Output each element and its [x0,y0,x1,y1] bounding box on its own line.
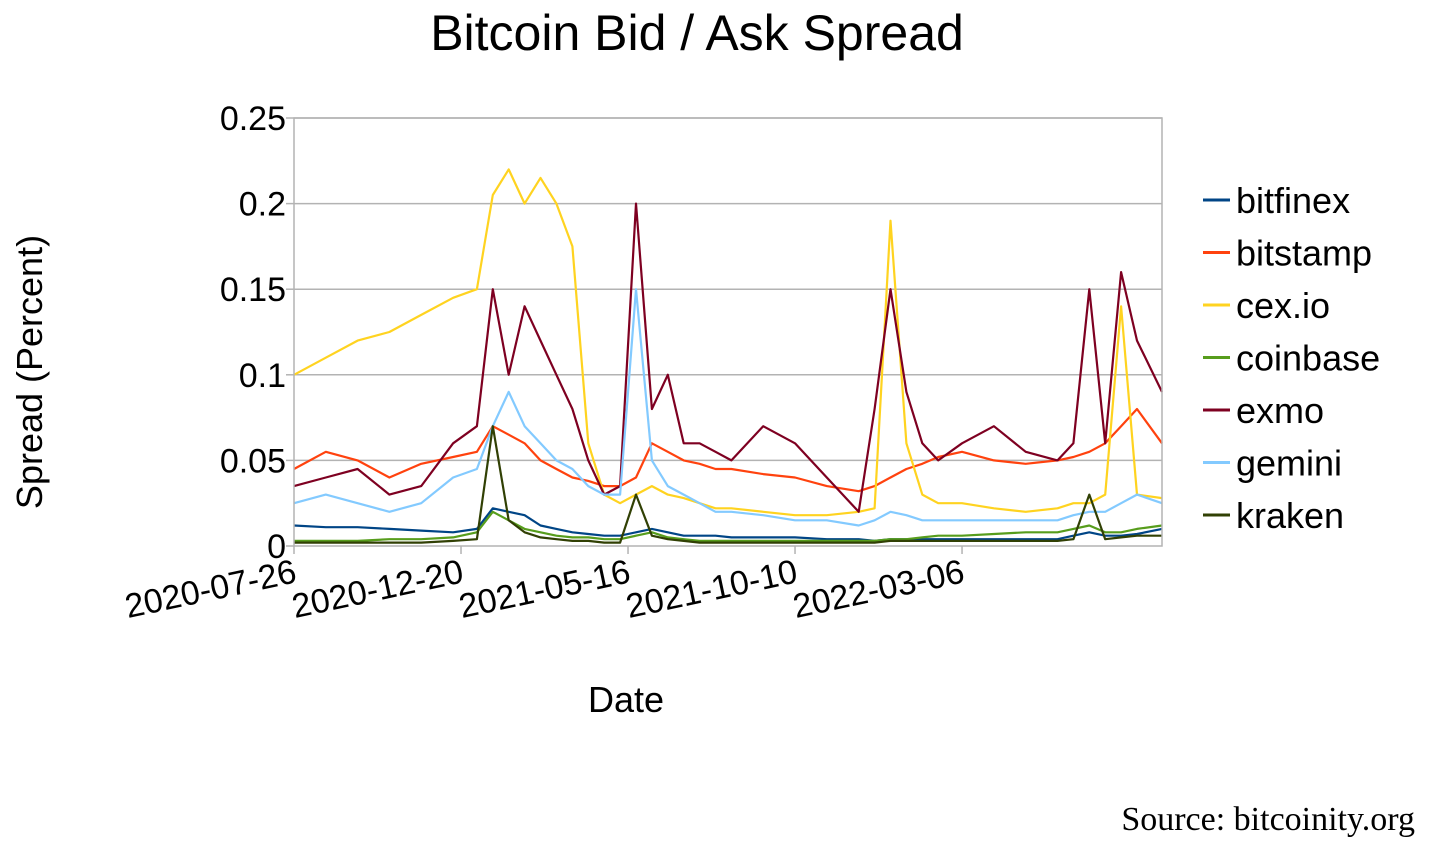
legend-label-bitfinex: bitfinex [1236,180,1350,221]
x-tick-label: 2021-05-16 [456,553,634,626]
y-tick-label: 0.2 [239,186,286,224]
source-note: Source: bitcoinity.org [1121,801,1415,838]
x-tick-labels: 2020-07-262020-12-202021-05-162021-10-10… [122,553,968,626]
legend-label-exmo: exmo [1236,390,1324,431]
x-tick-label: 2021-10-10 [623,553,801,626]
legend-label-bitstamp: bitstamp [1236,233,1372,274]
y-tick-label: 0.15 [220,271,286,309]
y-tick-label: 0.1 [239,357,286,395]
y-tick-label: 0 [267,528,286,566]
series-line-bitstamp [293,407,1163,493]
plot-frame [293,117,1163,547]
x-tick-label: 2020-07-26 [122,553,300,626]
y-tick-label: 0.05 [220,442,286,480]
series-line-kraken [294,425,1162,544]
series-line-gemini [293,288,1163,527]
series-lines [293,168,1163,544]
series-line-coinbase [294,510,1163,543]
gridlines [286,117,1162,554]
y-axis-title: Spread (Percent) [9,235,50,509]
chart-title: Bitcoin Bid / Ask Spread [430,5,964,61]
y-tick-label: 0.25 [220,100,286,138]
legend-label-coinbase: coinbase [1236,338,1380,379]
series-line-exmo [293,202,1163,513]
legend-label-cexio: cex.io [1236,285,1330,326]
legend: bitfinex bitstamp cex.io coinbase exmo gemini… [1203,180,1380,536]
x-tick-label: 2022-03-06 [790,553,968,626]
legend-label-kraken: kraken [1236,495,1344,536]
legend-label-gemini: gemini [1236,443,1342,484]
x-tick-label: 2020-12-20 [289,553,467,626]
x-axis-title: Date [588,679,664,720]
series-line-cexio [293,168,1163,517]
y-tick-labels: 0 0.05 0.1 0.15 0.2 0.25 [220,100,286,566]
series-line-bitfinex [293,507,1163,543]
